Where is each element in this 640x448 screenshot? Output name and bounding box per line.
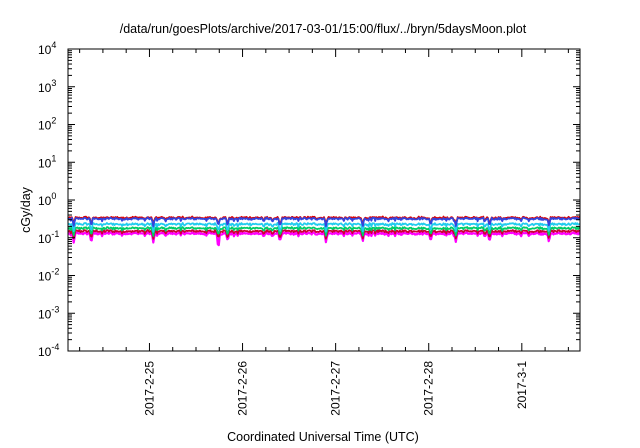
series-line	[67, 229, 581, 240]
x-axis-label: Coordinated Universal Time (UTC)	[227, 430, 419, 444]
y-tick-label: 10-3	[38, 304, 59, 321]
chart-title: /data/run/goesPlots/archive/2017-03-01/1…	[120, 22, 527, 36]
y-axis-label: cGy/day	[19, 186, 33, 233]
y-tick-label: 104	[38, 40, 56, 57]
y-tick-label: 102	[38, 116, 56, 133]
y-axis: 10-4 10-3 10-2 10-1 100 101 102 103 104	[38, 40, 580, 359]
y-tick-label: 101	[38, 153, 56, 170]
series-line	[67, 221, 581, 233]
x-tick-label: 2017-2-27	[329, 361, 343, 416]
x-axis: 2017-2-25 2017-2-26 2017-2-27 2017-2-28 2017…	[79, 49, 569, 416]
series-line	[67, 216, 581, 228]
y-tick-label: 10-4	[38, 342, 59, 359]
series-layer	[67, 215, 581, 247]
y-tick-label: 100	[38, 191, 56, 208]
x-tick-label: 2017-2-25	[142, 361, 156, 416]
series-line	[67, 225, 581, 237]
y-tick-label: 10-1	[38, 229, 59, 246]
y-tick-label: 103	[38, 78, 56, 95]
plot-frame	[67, 48, 581, 352]
y-tick-label: 10-2	[38, 267, 59, 284]
x-tick-label: 2017-2-26	[236, 361, 250, 416]
x-tick-label: 2017-2-28	[422, 361, 436, 416]
x-tick-label: 2017-3-1	[515, 361, 529, 409]
